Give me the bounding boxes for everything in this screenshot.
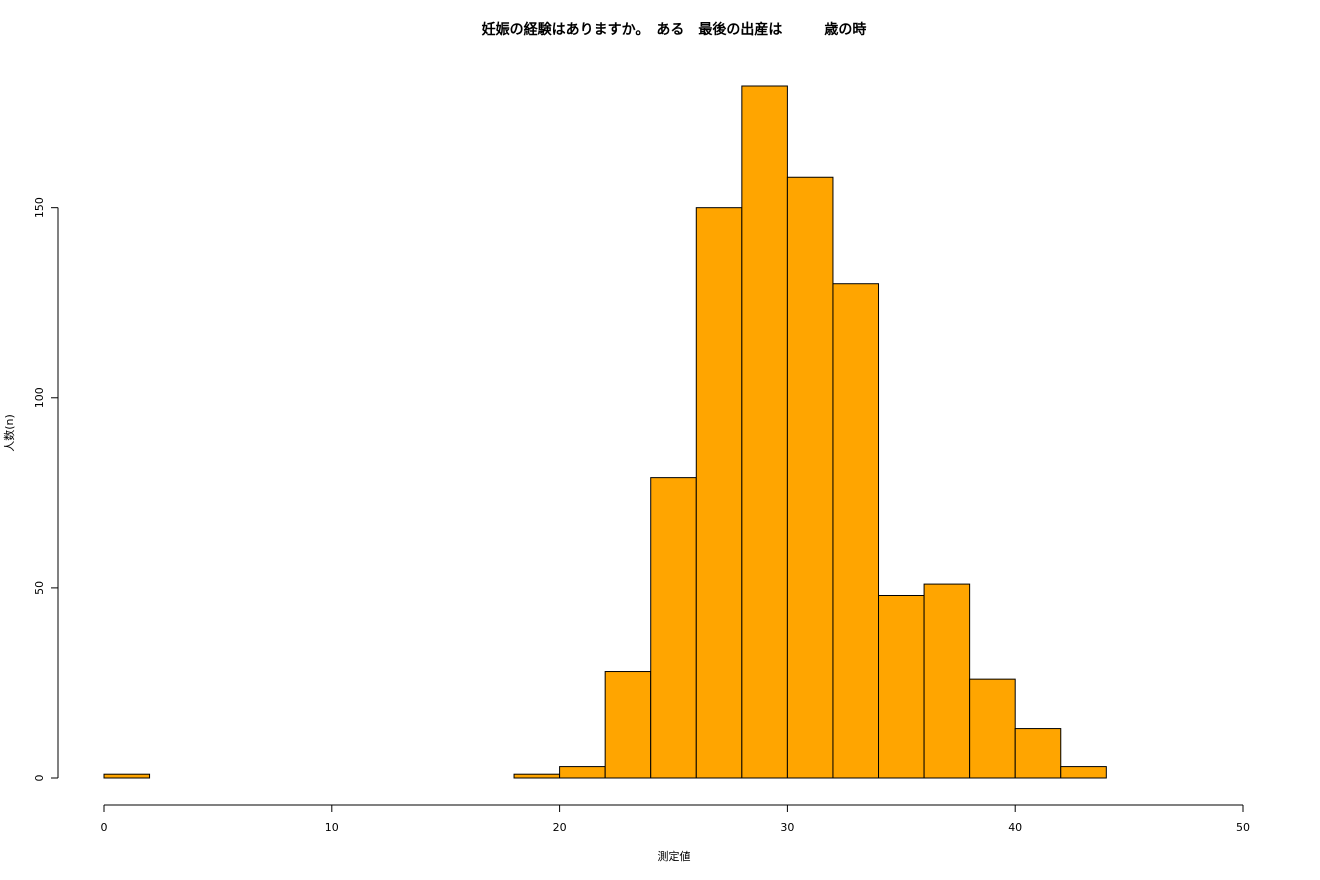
bar [695, 207, 743, 779]
x-tick-label: 40 [1008, 821, 1022, 834]
bar [1060, 766, 1107, 779]
x-tick-label: 30 [780, 821, 794, 834]
y-tick-label: 100 [33, 387, 46, 408]
bar [103, 773, 151, 779]
bar [786, 176, 834, 779]
x-axis-label: 測定値 [658, 849, 691, 863]
bar [878, 594, 925, 779]
y-tick-label: 0 [33, 775, 46, 782]
x-tick-label: 50 [1236, 821, 1250, 834]
x-tick-label: 0 [101, 821, 108, 834]
y-axis-label: 人数(n) [3, 414, 16, 452]
chart-title: 妊娠の経験はありますか。 ある 最後の出産は 歳の時 [482, 21, 867, 38]
y-tick-label: 150 [33, 197, 46, 218]
bar [741, 85, 788, 779]
bar [923, 583, 971, 779]
y-tick-label: 50 [33, 581, 46, 595]
bar [1014, 728, 1062, 779]
bar [559, 766, 606, 779]
bar [513, 773, 561, 779]
x-tick-label: 10 [325, 821, 339, 834]
x-tick-label: 20 [553, 821, 567, 834]
bar [604, 671, 652, 779]
bar [832, 283, 880, 779]
bar [650, 477, 697, 779]
bar [969, 678, 1016, 779]
